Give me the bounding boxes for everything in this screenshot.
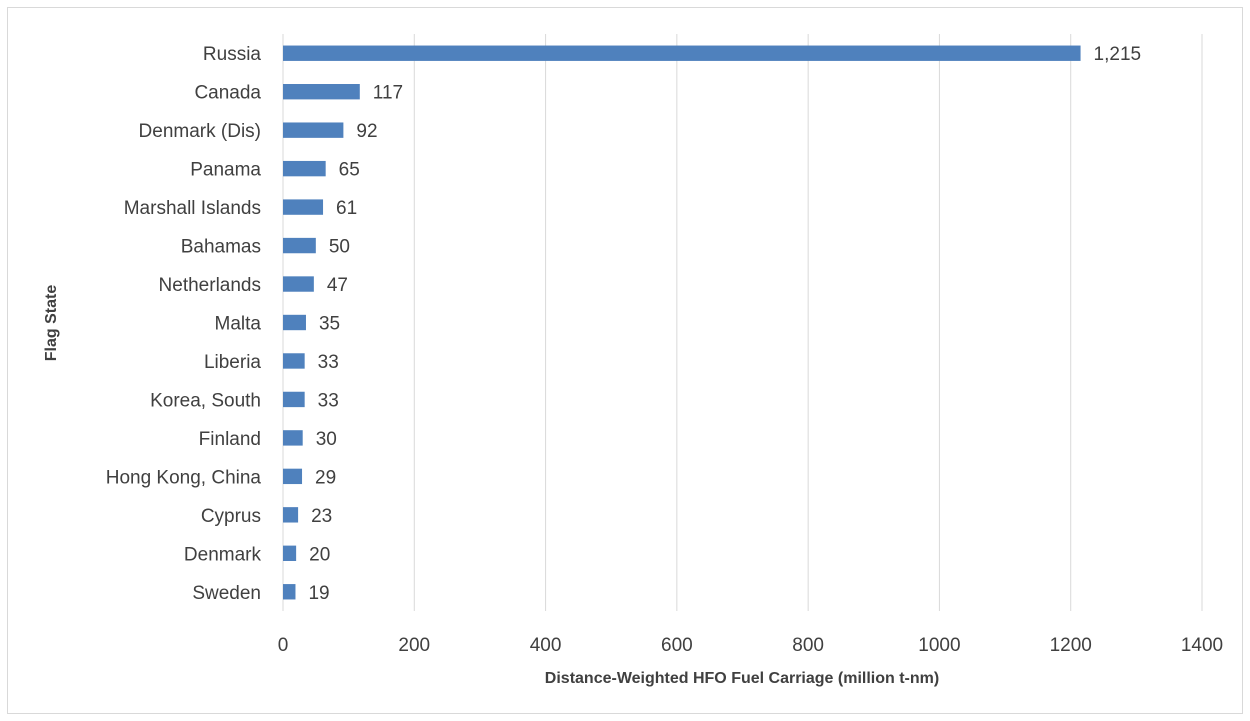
- bar: [283, 353, 305, 369]
- x-tick-label: 0: [278, 635, 289, 656]
- data-label: 50: [329, 237, 350, 258]
- bar: [283, 314, 306, 331]
- bar: [283, 237, 316, 254]
- chart-frame: [7, 7, 1243, 714]
- data-label: 1,215: [1094, 44, 1142, 65]
- category-label: Cyprus: [201, 506, 261, 527]
- x-tick-label: 1200: [1050, 635, 1092, 656]
- category-label: Denmark: [184, 544, 262, 565]
- data-label: 92: [356, 121, 377, 142]
- category-label: Panama: [190, 160, 261, 181]
- bar: [283, 468, 303, 485]
- data-label: 65: [339, 160, 360, 181]
- bar: [283, 391, 305, 408]
- bar: [283, 276, 314, 292]
- bar: [283, 45, 1081, 61]
- category-label: Korea, South: [150, 390, 261, 411]
- x-tick-label: 1000: [918, 635, 960, 656]
- x-tick-label: 600: [661, 635, 693, 656]
- x-axis-title: Distance-Weighted HFO Fuel Carriage (mil…: [545, 670, 939, 687]
- x-tick-label: 200: [398, 635, 430, 656]
- category-label: Russia: [203, 44, 262, 65]
- bar: [283, 199, 324, 215]
- data-label: 30: [316, 429, 337, 450]
- data-label: 29: [315, 467, 336, 488]
- x-tick-label: 800: [792, 635, 824, 656]
- y-axis-title: Flag State: [43, 285, 60, 362]
- data-label: 19: [308, 583, 329, 604]
- bar: [283, 507, 299, 523]
- data-label: 20: [309, 544, 330, 565]
- category-label: Netherlands: [159, 275, 261, 296]
- x-tick-label: 1400: [1181, 635, 1223, 656]
- data-label: 47: [327, 275, 348, 296]
- data-label: 33: [318, 390, 339, 411]
- category-label: Finland: [199, 429, 261, 450]
- category-label: Sweden: [192, 583, 261, 604]
- category-label: Denmark (Dis): [139, 121, 261, 142]
- bar: [283, 84, 360, 100]
- category-label: Marshall Islands: [124, 198, 261, 219]
- category-label: Malta: [215, 314, 262, 335]
- x-tick-label: 400: [530, 635, 562, 656]
- data-label: 61: [336, 198, 357, 219]
- category-label: Canada: [194, 83, 261, 104]
- data-label: 33: [318, 352, 339, 373]
- data-label: 117: [373, 83, 403, 104]
- bar: [283, 430, 303, 446]
- category-label: Bahamas: [181, 237, 261, 258]
- bar: [283, 160, 326, 177]
- data-label: 23: [311, 506, 332, 527]
- category-label: Hong Kong, China: [106, 467, 262, 488]
- bar: [283, 545, 297, 561]
- category-label: Liberia: [204, 352, 261, 373]
- bar: [283, 584, 296, 600]
- data-label: 35: [319, 314, 340, 335]
- bar: [283, 122, 344, 138]
